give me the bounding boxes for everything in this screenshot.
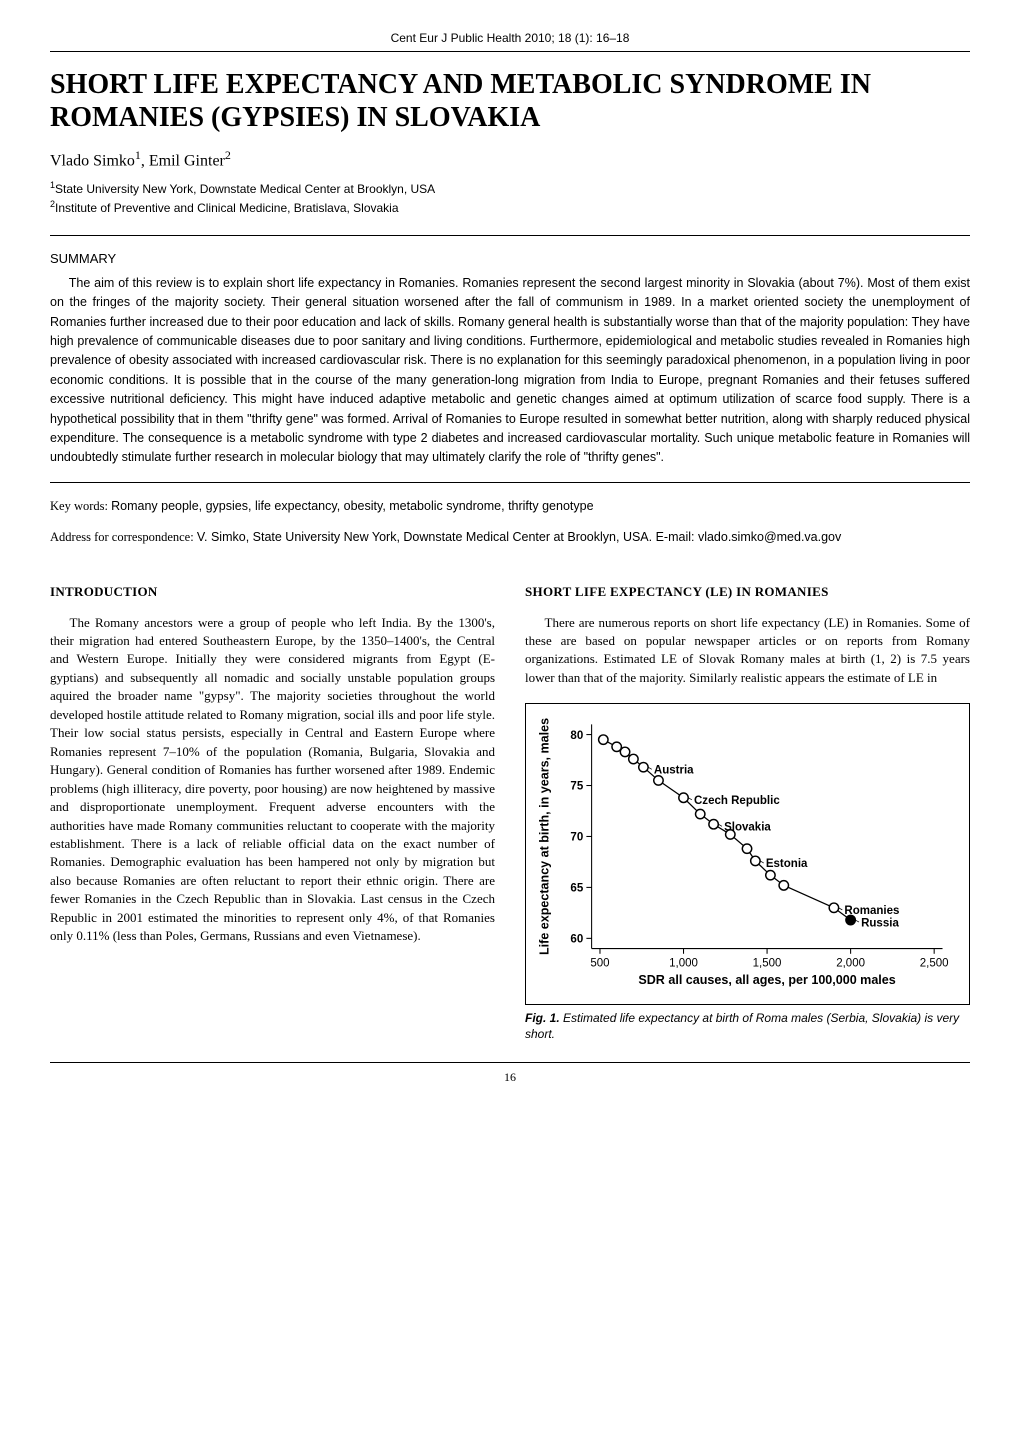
- address-body: V. Simko, State University New York, Dow…: [197, 530, 841, 544]
- svg-text:Czech Republic: Czech Republic: [694, 795, 780, 807]
- svg-text:65: 65: [570, 883, 583, 895]
- svg-text:2,000: 2,000: [836, 958, 865, 970]
- divider: [50, 482, 970, 483]
- intro-heading: INTRODUCTION: [50, 583, 495, 601]
- author-1: Vlado Simko: [50, 152, 135, 169]
- keywords-body: Romany people, gypsies, life expectancy,…: [111, 499, 593, 513]
- correspondence: Address for correspondence: V. Simko, St…: [50, 528, 970, 547]
- svg-text:60: 60: [570, 934, 583, 946]
- svg-text:Life expectancy at birth, in y: Life expectancy at birth, in years, male…: [538, 718, 552, 955]
- figure-number: Fig. 1.: [525, 1011, 560, 1025]
- figure-1-caption: Fig. 1. Estimated life expectancy at bir…: [525, 1011, 970, 1042]
- svg-text:1,000: 1,000: [669, 958, 698, 970]
- left-column: INTRODUCTION The Romany ancestors were a…: [50, 583, 495, 1042]
- svg-text:Estonia: Estonia: [766, 859, 808, 871]
- svg-text:Russia: Russia: [861, 918, 899, 930]
- svg-text:70: 70: [570, 832, 583, 844]
- chart-svg: 60 65 70 75 80 500 1,000 1,500 2,000 2,500 SDR all…: [534, 716, 953, 988]
- affiliations: 1State University New York, Downstate Me…: [50, 179, 970, 217]
- svg-text:500: 500: [590, 958, 609, 970]
- summary-body: The aim of this review is to explain sho…: [50, 274, 970, 468]
- le-paragraph: There are numerous reports on short life…: [525, 614, 970, 688]
- svg-text:80: 80: [570, 730, 583, 742]
- divider: [50, 235, 970, 236]
- svg-text:75: 75: [570, 781, 583, 793]
- keywords-label: Key words:: [50, 499, 111, 513]
- keywords: Key words: Romany people, gypsies, life …: [50, 497, 970, 516]
- svg-text:Austria: Austria: [654, 765, 694, 777]
- svg-text:1,500: 1,500: [753, 958, 782, 970]
- affil-2: Institute of Preventive and Clinical Med…: [55, 201, 399, 215]
- le-heading: SHORT LIFE EXPECTANCY (LE) IN ROMANIES: [525, 583, 970, 601]
- page-number: 16: [50, 1062, 970, 1086]
- author-2-sup: 2: [225, 148, 231, 162]
- article-title: SHORT LIFE EXPECTANCY AND METABOLIC SYND…: [50, 68, 970, 135]
- author-2: , Emil Ginter: [141, 152, 225, 169]
- figure-1-chart: 60 65 70 75 80 500 1,000 1,500 2,000 2,500 SDR all…: [525, 703, 970, 1005]
- address-label: Address for correspondence:: [50, 530, 197, 544]
- svg-text:2,500: 2,500: [920, 958, 949, 970]
- two-column-body: INTRODUCTION The Romany ancestors were a…: [50, 583, 970, 1042]
- journal-header: Cent Eur J Public Health 2010; 18 (1): 1…: [50, 30, 970, 52]
- affil-1: State University New York, Downstate Med…: [55, 182, 435, 196]
- figure-caption-text: Estimated life expectancy at birth of Ro…: [525, 1011, 959, 1041]
- authors: Vlado Simko1, Emil Ginter2: [50, 147, 970, 173]
- right-column: SHORT LIFE EXPECTANCY (LE) IN ROMANIES T…: [525, 583, 970, 1042]
- summary-heading: SUMMARY: [50, 250, 970, 268]
- intro-paragraph: The Romany ancestors were a group of peo…: [50, 614, 495, 946]
- svg-text:SDR all causes, all ages, per: SDR all causes, all ages, per 100,000 ma…: [638, 974, 895, 988]
